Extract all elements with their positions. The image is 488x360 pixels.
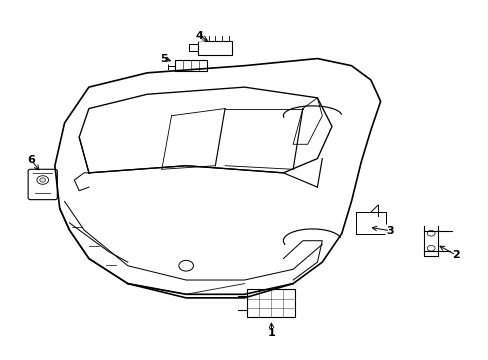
Bar: [247, 289, 294, 317]
Text: 4: 4: [195, 31, 203, 41]
Text: 2: 2: [451, 250, 459, 260]
Text: 5: 5: [160, 54, 168, 64]
Text: 6: 6: [27, 156, 36, 165]
Bar: [198, 41, 232, 55]
Text: 1: 1: [267, 328, 275, 338]
Circle shape: [40, 178, 45, 182]
Text: 3: 3: [386, 226, 393, 236]
Bar: [175, 60, 206, 71]
